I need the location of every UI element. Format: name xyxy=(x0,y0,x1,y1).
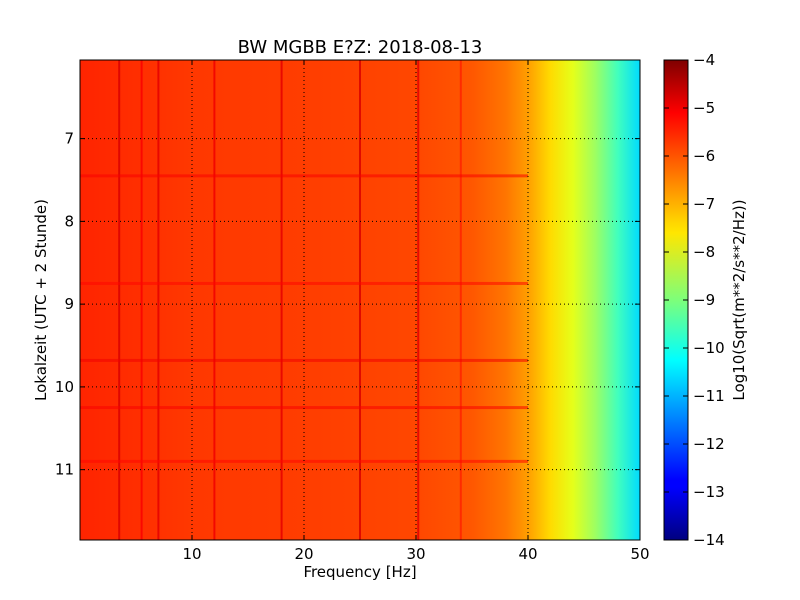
colorbar-tick-label: −13 xyxy=(693,483,725,501)
x-tick-label: 30 xyxy=(406,545,425,563)
colorbar-axis: −4 −5 −6 −7 −8 −9 −10 −11 −12 −13 −14 xyxy=(664,51,725,549)
noise-band xyxy=(80,174,528,178)
noise-band xyxy=(80,459,528,463)
x-tick-label: 50 xyxy=(630,545,649,563)
colorbar-tick-label: −8 xyxy=(693,243,715,261)
x-axis-label: Frequency [Hz] xyxy=(303,563,416,581)
y-tick-label: 10 xyxy=(55,378,74,396)
y-tick-label: 7 xyxy=(64,130,74,148)
plot-area xyxy=(80,60,640,540)
y-tick-label: 8 xyxy=(64,212,74,230)
colorbar-tick-label: −9 xyxy=(693,291,715,309)
y-tick-label: 9 xyxy=(64,295,74,313)
colorbar-tick-label: −4 xyxy=(693,51,715,69)
colorbar-label: Log10(Sqrt(m**2/s**2/Hz)) xyxy=(730,199,748,400)
noise-band xyxy=(80,281,528,285)
grid-lines xyxy=(80,60,640,540)
colorbar-tick-label: −10 xyxy=(693,339,725,357)
colorbar-tick-label: −7 xyxy=(693,195,715,213)
y-axis: 7 8 9 10 11 xyxy=(55,130,640,479)
x-tick-label: 10 xyxy=(182,545,201,563)
x-tick-label: 40 xyxy=(518,545,537,563)
y-axis-label: Lokalzeit (UTC + 2 Stunde) xyxy=(32,199,50,401)
colorbar-tick-label: −5 xyxy=(693,99,715,117)
noise-band xyxy=(80,406,528,410)
x-tick-label: 20 xyxy=(294,545,313,563)
colorbar-tick-label: −6 xyxy=(693,147,715,165)
y-tick-label: 11 xyxy=(55,461,74,479)
colorbar-tick-label: −11 xyxy=(693,387,725,405)
x-axis: 10 20 30 40 50 xyxy=(182,60,650,563)
plot-frame xyxy=(79,59,641,541)
colorbar-tick-label: −14 xyxy=(693,531,725,549)
chart-title: BW MGBB E?Z: 2018-08-13 xyxy=(238,37,483,58)
colorbar-tick-label: −12 xyxy=(693,435,725,453)
